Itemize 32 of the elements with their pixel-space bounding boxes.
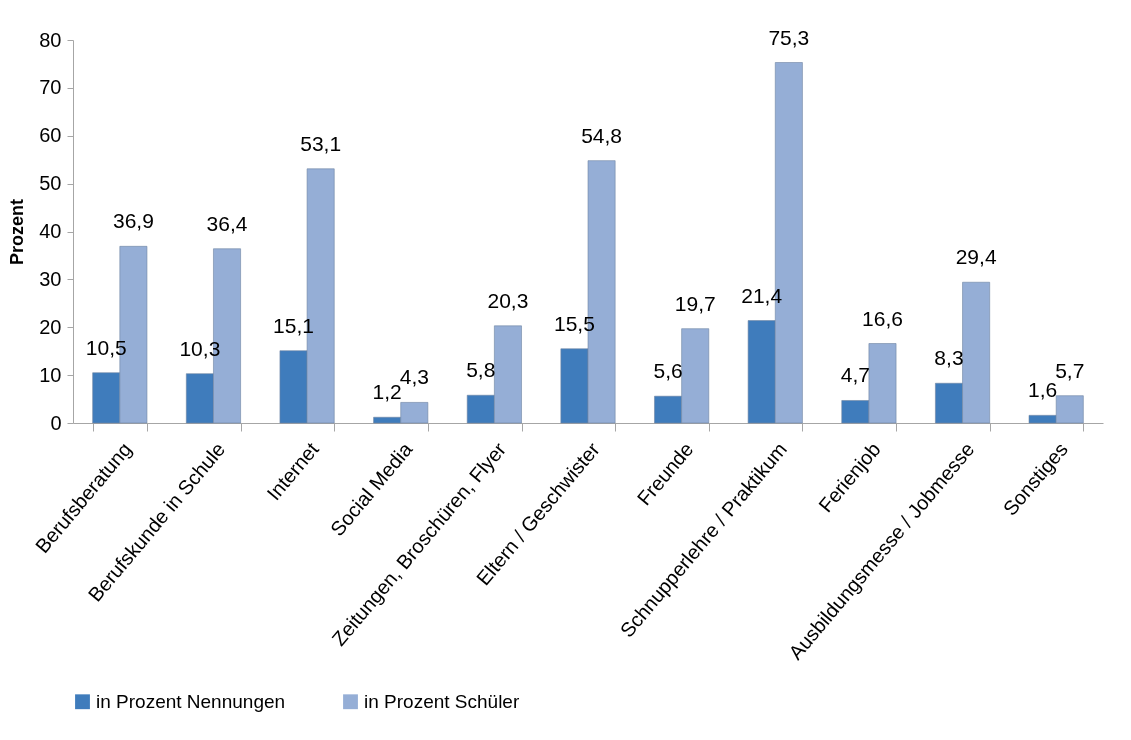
y-tick-label: 40 (39, 220, 62, 242)
data-label: 1,6 (1028, 378, 1058, 402)
data-label: 54,8 (581, 123, 623, 147)
data-label: 20,3 (487, 288, 529, 312)
y-tick-label: 50 (39, 172, 62, 195)
y-tick-label: 10 (39, 363, 62, 386)
y-tick-label: 70 (39, 76, 62, 99)
y-tick-label: 60 (39, 124, 62, 147)
data-label: 5,6 (653, 359, 683, 383)
y-tick-label: 30 (39, 267, 62, 290)
data-label: 53,1 (300, 131, 342, 155)
legend-label: in Prozent Schüler (364, 690, 520, 712)
data-label: 10,3 (179, 336, 221, 360)
data-label: 5,7 (1055, 358, 1085, 382)
data-label: 36,4 (206, 211, 248, 235)
data-label: 21,4 (741, 283, 783, 307)
data-label: 16,6 (862, 306, 903, 330)
data-label: 29,4 (955, 245, 997, 269)
data-label: 75,3 (768, 25, 810, 49)
y-tick-label: 0 (50, 411, 62, 434)
data-label: 10,5 (85, 335, 127, 359)
y-tick-label: 20 (39, 315, 62, 338)
legend-label: in Prozent Nennungen (96, 690, 286, 712)
data-label: 19,7 (674, 291, 716, 315)
y-tick-label: 80 (39, 28, 62, 51)
data-label: 15,5 (553, 311, 595, 335)
y-axis-title: Prozent (7, 198, 28, 266)
data-label: 36,9 (112, 209, 154, 233)
data-label: 15,1 (273, 313, 314, 337)
data-label: 8,3 (934, 346, 964, 370)
data-label: 5,8 (466, 358, 496, 382)
data-label: 4,7 (840, 363, 870, 387)
